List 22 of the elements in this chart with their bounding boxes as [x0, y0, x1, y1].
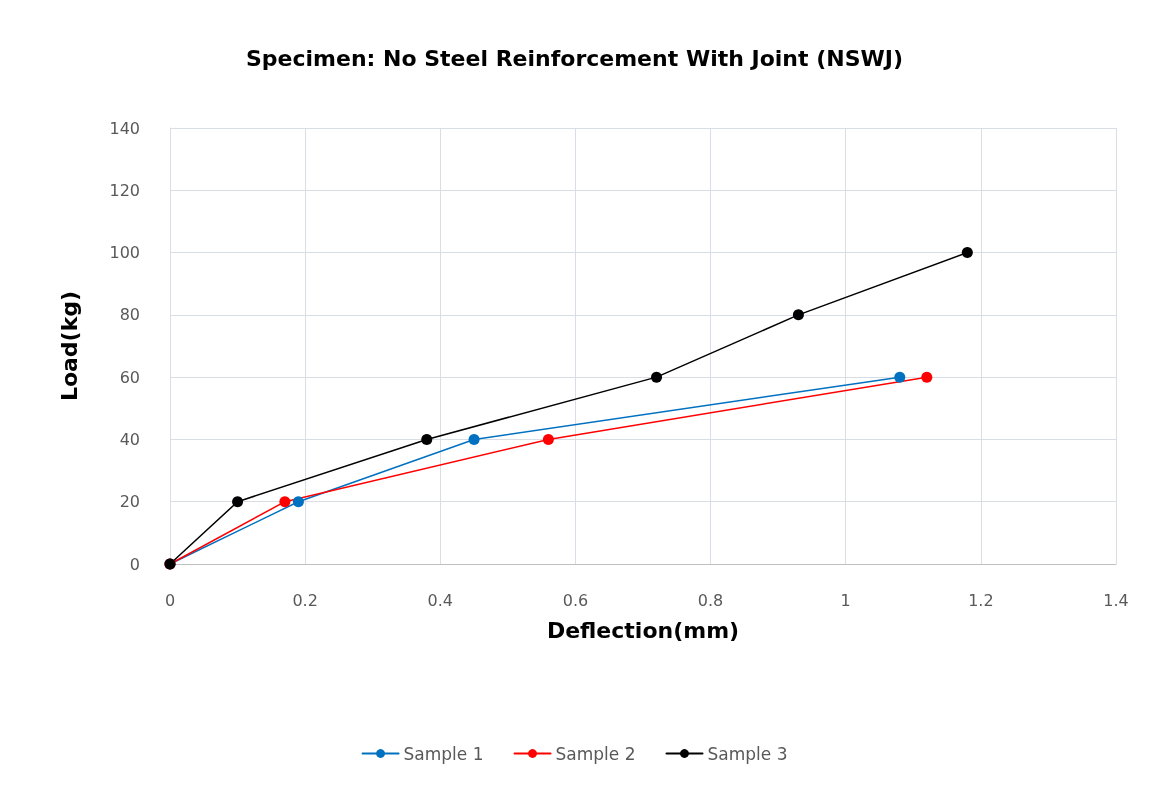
x-axis-title: Deflection(mm) [546, 617, 740, 643]
legend-label: Sample 3 [707, 743, 788, 764]
x-tick-label: 1.4 [1103, 590, 1129, 610]
x-tick-label: 0 [164, 590, 176, 610]
y-tick-label: 120 [109, 180, 140, 200]
chart-title: Specimen: No Steel Reinforcement With Joint (NSWJ) [245, 45, 904, 71]
x-tick-label: 1.2 [968, 590, 994, 610]
x-tick-label: 0.4 [427, 590, 454, 610]
y-axis-title: Load(kg) [56, 290, 82, 402]
x-tick-label: 0.6 [562, 590, 589, 610]
y-tick-label: 60 [119, 367, 140, 387]
y-tick-label: 100 [109, 243, 140, 263]
y-tick-label: 40 [119, 429, 140, 449]
x-tick-label: 0.2 [292, 590, 318, 610]
y-tick-label: 20 [119, 492, 140, 512]
x-tick-label: 0.8 [697, 590, 724, 610]
y-tick-label: 0 [129, 554, 140, 574]
legend-label: Sample 2 [555, 743, 636, 764]
legend-label: Sample 1 [403, 743, 484, 764]
y-tick-label: 80 [119, 305, 140, 325]
x-tick-label: 1 [840, 590, 851, 610]
y-tick-label: 140 [109, 118, 140, 138]
